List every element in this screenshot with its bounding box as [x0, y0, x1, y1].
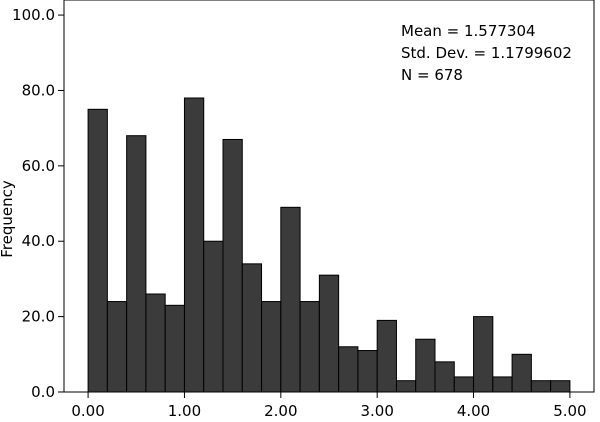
histogram-bar	[261, 301, 282, 393]
histogram-bar	[106, 301, 128, 393]
histogram-bar	[126, 135, 147, 393]
y-axis-label: Frequency	[0, 180, 16, 258]
histogram-bar	[203, 240, 224, 393]
stats-mean: Mean = 1.577304	[401, 22, 536, 40]
y-tick-label: 100.0	[12, 6, 55, 24]
histogram-bar	[241, 263, 263, 393]
statistics-box: Mean = 1.577304 Std. Dev. = 1.1799602 N …	[401, 22, 572, 84]
histogram-bar	[530, 380, 552, 393]
stats-n: N = 678	[401, 66, 463, 84]
y-tick-label: 20.0	[22, 308, 55, 326]
bars-layer	[87, 97, 571, 393]
y-axis-ticks: 0.0 20.0 40.0 60.0 80.0 100.0	[12, 6, 64, 401]
x-axis-ticks: 0.00 1.00 2.00 3.00 4.00 5.00	[71, 392, 587, 420]
x-tick-label: 0.00	[71, 402, 104, 420]
y-tick-label: 60.0	[22, 157, 55, 175]
histogram-bar	[222, 138, 243, 393]
histogram-bar	[550, 380, 571, 393]
histogram-bar	[395, 380, 417, 393]
x-tick-label: 4.00	[457, 402, 490, 420]
histogram-bar	[299, 301, 320, 393]
histogram-bar	[453, 376, 475, 393]
histogram-bar	[473, 316, 494, 393]
histogram-bar	[415, 338, 436, 393]
histogram-bar	[376, 319, 397, 393]
histogram-bar	[434, 361, 455, 393]
histogram-bar	[338, 346, 359, 393]
histogram-bar	[145, 293, 166, 393]
x-tick-label: 2.00	[264, 402, 297, 420]
y-tick-label: 0.0	[31, 383, 55, 401]
histogram-bar	[357, 350, 378, 393]
stats-std-dev: Std. Dev. = 1.1799602	[401, 44, 572, 62]
histogram-bar	[280, 206, 301, 393]
histogram-bar	[492, 376, 513, 393]
y-tick-label: 40.0	[22, 232, 55, 250]
histogram-bar	[318, 274, 340, 393]
x-tick-label: 5.00	[553, 402, 586, 420]
x-tick-label: 3.00	[360, 402, 393, 420]
histogram-bar	[87, 108, 108, 393]
x-tick-label: 1.00	[168, 402, 201, 420]
histogram-bar	[164, 304, 185, 393]
histogram-bar	[183, 97, 205, 393]
histogram-bar	[511, 353, 532, 393]
y-tick-label: 80.0	[22, 81, 55, 99]
